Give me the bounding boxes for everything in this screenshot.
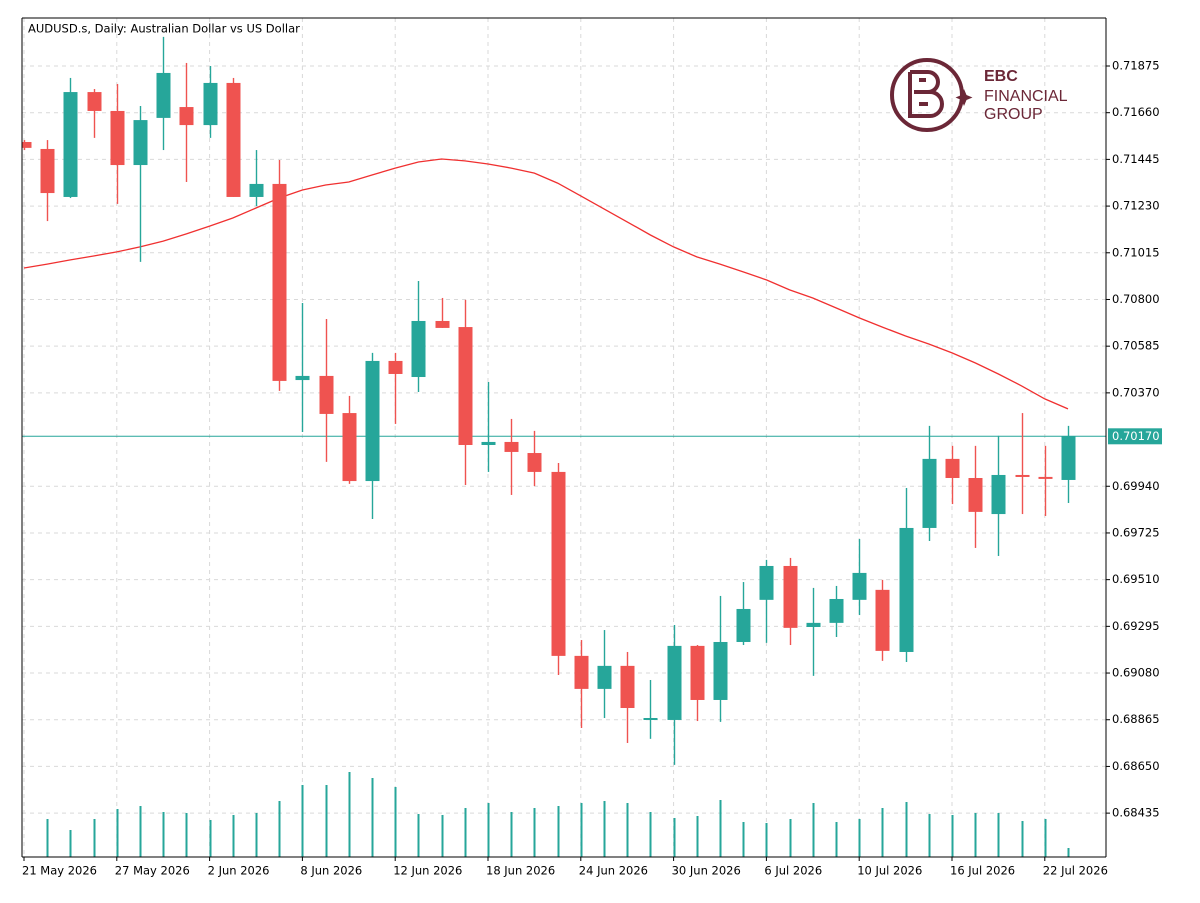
y-tick-label: 0.71660 (1112, 105, 1160, 119)
candle-body (133, 120, 148, 166)
candle-body (597, 665, 612, 689)
candle-body (690, 645, 705, 700)
y-tick-label: 0.69725 (1112, 525, 1160, 539)
x-tick-label: 10 Jul 2026 (857, 864, 922, 878)
candle-body (156, 72, 171, 118)
candle-body (110, 110, 125, 166)
candle-body (806, 622, 821, 627)
candle-body (1038, 476, 1053, 479)
y-tick-label: 0.70370 (1112, 385, 1160, 399)
candle-body (87, 92, 102, 111)
chart-title: AUDUSD.s, Daily: Australian Dollar vs US… (28, 22, 300, 36)
candle-body (504, 441, 519, 452)
candle-body (22, 142, 32, 148)
candle-body (226, 82, 241, 197)
axes: 0.71875 0.71660 0.71445 0.71230 0.71015 0.708… (22, 58, 1162, 878)
candle-body (388, 360, 403, 374)
candle-body (458, 327, 473, 445)
logo-text: GROUP (984, 106, 1043, 123)
logo-text: FINANCIAL (984, 88, 1068, 105)
x-tick-label: 22 Jul 2026 (1043, 864, 1108, 878)
y-tick-label: 0.68650 (1112, 759, 1160, 773)
candle-body (829, 598, 844, 623)
y-tick-label: 0.71875 (1112, 58, 1160, 72)
candle-body (783, 565, 798, 628)
candle-body (713, 641, 728, 700)
candle-body (991, 474, 1006, 515)
candle-body (272, 183, 287, 381)
candle-body (922, 458, 937, 528)
candle-body (643, 717, 658, 720)
x-tick-label: 2 Jun 2026 (208, 864, 270, 878)
plot-area (22, 36, 1106, 857)
candle-body (736, 608, 751, 642)
y-tick-label: 0.69295 (1112, 619, 1160, 633)
logo-text: EBC (984, 68, 1018, 85)
candle-body (40, 148, 55, 194)
candle-body (1015, 474, 1030, 477)
candle-body (342, 413, 357, 482)
y-tick-label: 0.68435 (1112, 806, 1160, 820)
candle-body (852, 572, 867, 600)
candle-body (667, 645, 682, 720)
y-tick-label: 0.69510 (1112, 572, 1160, 586)
y-tick-label: 0.71230 (1112, 199, 1160, 213)
x-tick-label: 24 Jun 2026 (579, 864, 648, 878)
logo: EBC FINANCIAL GROUP (890, 58, 1068, 132)
candle-body (759, 565, 774, 600)
x-tick-label: 6 Jul 2026 (764, 864, 822, 878)
last-price-label: 0.70170 (1112, 429, 1160, 443)
logo-star (955, 89, 973, 106)
x-tick-label: 21 May 2026 (22, 864, 97, 878)
candle-body (527, 453, 542, 472)
candle-body (179, 107, 194, 126)
y-tick-label: 0.71445 (1112, 152, 1160, 166)
candle-body (1061, 436, 1076, 480)
candle-body (620, 665, 635, 709)
x-tick-label: 30 Jun 2026 (672, 864, 741, 878)
y-tick-label: 0.71015 (1112, 245, 1160, 259)
candle-body (63, 92, 78, 197)
x-tick-label: 27 May 2026 (115, 864, 190, 878)
y-tick-label: 0.70585 (1112, 339, 1160, 353)
candle-body (249, 183, 264, 197)
candle-body (411, 320, 426, 378)
x-tick-label: 12 Jun 2026 (393, 864, 462, 878)
candle-body (365, 360, 380, 482)
y-tick-label: 0.69080 (1112, 666, 1160, 680)
candle-body (968, 478, 983, 512)
candle-body (875, 589, 890, 651)
y-tick-label: 0.70800 (1112, 292, 1160, 306)
candle-body (574, 655, 589, 689)
candle-body (551, 471, 566, 656)
candle-body (481, 441, 496, 445)
candle-body (295, 375, 310, 381)
last-price-box (1108, 428, 1162, 445)
candle-body (899, 527, 914, 652)
x-tick-label: 8 Jun 2026 (300, 864, 362, 878)
candle-body (203, 82, 218, 126)
candle-body (319, 375, 334, 414)
y-tick-label: 0.68865 (1112, 712, 1160, 726)
y-tick-label: 0.69940 (1112, 479, 1160, 493)
candle-body (945, 458, 960, 479)
candle-body (435, 320, 450, 328)
logo-mark (908, 70, 944, 118)
moving-average-line (23, 158, 1069, 410)
x-tick-label: 16 Jul 2026 (950, 864, 1015, 878)
x-tick-label: 18 Jun 2026 (486, 864, 555, 878)
